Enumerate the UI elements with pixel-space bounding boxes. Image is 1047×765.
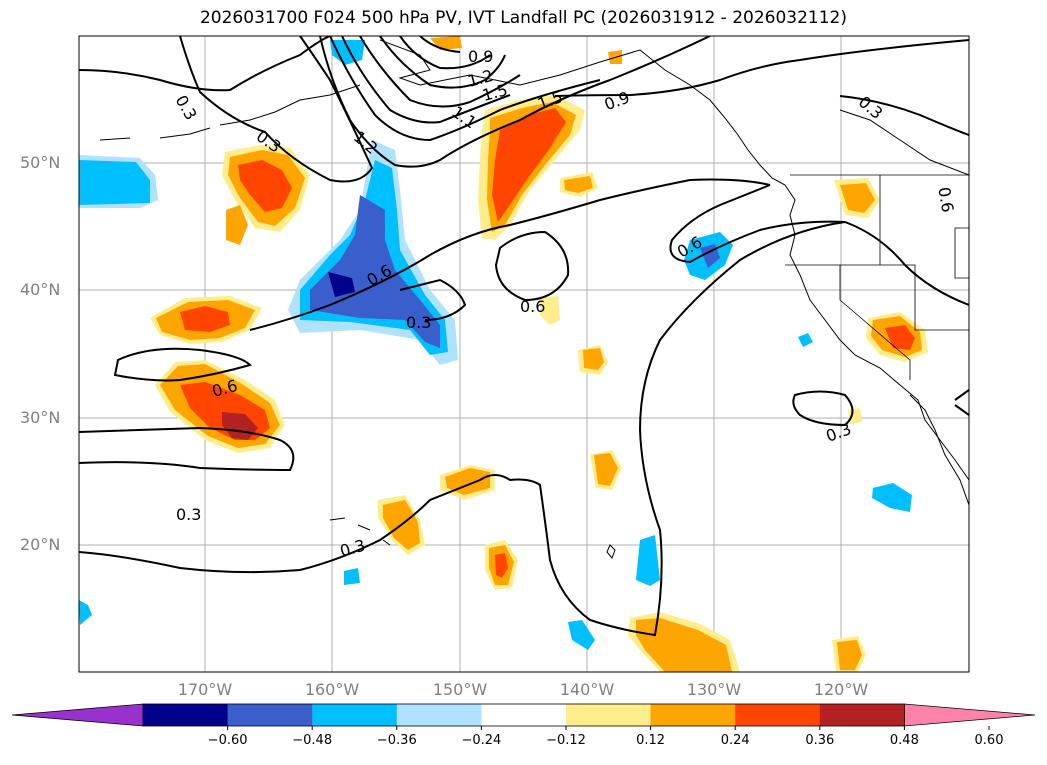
- lat-tick-label: 30°N: [20, 408, 61, 427]
- colorbar-segment: [143, 704, 229, 726]
- colorbar-extend-max: [904, 703, 1036, 727]
- contour-label: 0.6: [520, 297, 545, 316]
- positive-pc-fills: [150, 36, 928, 672]
- lat-tick-label: 50°N: [20, 153, 61, 172]
- colorbar: [11, 703, 1036, 730]
- map-frame: [78, 35, 970, 673]
- colorbar-tick-label: 0.60: [974, 733, 1004, 748]
- colorbar-segment: [481, 704, 567, 726]
- colorbar-tick-label: 0.36: [805, 733, 835, 748]
- colorbar-segment: [650, 704, 736, 726]
- colorbar-tick-label: −0.12: [546, 733, 586, 748]
- colorbar-tick-label: −0.60: [207, 733, 248, 748]
- pv-contours: [79, 36, 969, 637]
- lon-tick-label: 120°W: [813, 680, 869, 699]
- colorbar-tick-label: 0.24: [720, 733, 750, 748]
- colorbar-segment: [227, 704, 313, 726]
- colorbar-extend-min: [11, 703, 144, 727]
- lon-tick-label: 160°W: [304, 680, 360, 699]
- colorbar-tick-label: −0.36: [376, 733, 417, 748]
- colorbar-tick-label: −0.24: [461, 733, 502, 748]
- colorbar-segment: [735, 704, 821, 726]
- lat-tick-label: 40°N: [20, 280, 61, 299]
- map-title: 2026031700 F024 500 hPa PV, IVT Landfall…: [199, 8, 847, 28]
- colorbar-segment: [396, 704, 482, 726]
- lon-tick-label: 170°W: [177, 680, 233, 699]
- contour-label: 0.3: [406, 313, 431, 332]
- colorbar-segment: [312, 704, 398, 726]
- lon-tick-label: 150°W: [432, 680, 488, 699]
- colorbar-outline: [142, 703, 905, 727]
- state-borders: [785, 174, 969, 380]
- coastlines: [99, 39, 969, 559]
- lat-tick-label: 20°N: [20, 535, 61, 554]
- contour-label: 0.6: [934, 186, 957, 214]
- lon-tick-label: 130°W: [686, 680, 742, 699]
- lon-tick-label: 140°W: [559, 680, 615, 699]
- contour-label: 0.9: [468, 47, 493, 66]
- colorbar-segment: [566, 704, 652, 726]
- colorbar-segment: [819, 704, 905, 726]
- colorbar-tick-label: −0.48: [292, 733, 333, 748]
- colorbar-tick-label: 0.48: [889, 733, 919, 748]
- negative-pc-fills: [79, 40, 912, 650]
- colorbar-tick-label: 0.12: [636, 733, 666, 748]
- contour-label: 0.3: [176, 505, 201, 524]
